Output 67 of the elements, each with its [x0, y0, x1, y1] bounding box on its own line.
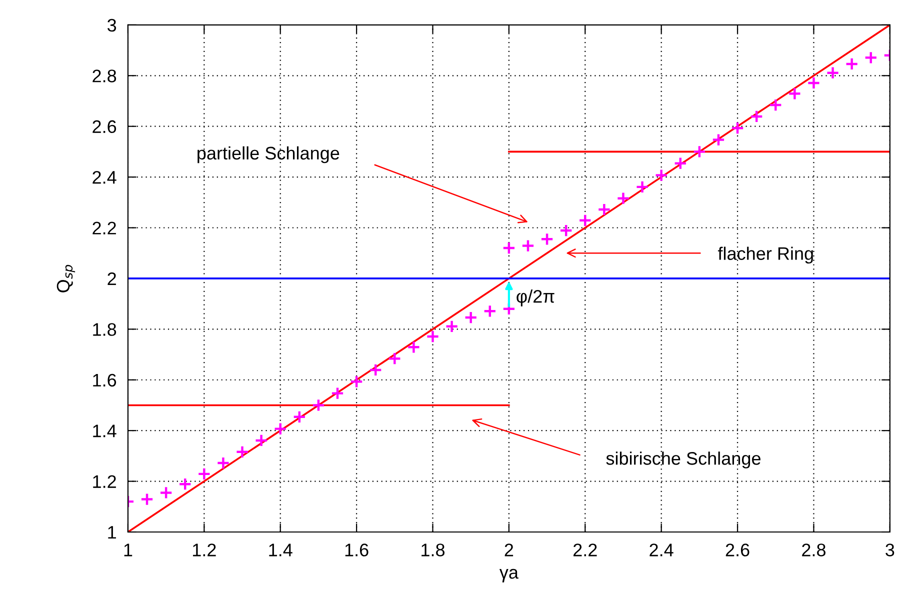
point — [407, 340, 420, 354]
y-tick-label: 3 — [108, 18, 116, 32]
point — [464, 310, 478, 324]
x-tick-label: 3 — [886, 544, 894, 556]
point — [559, 224, 573, 238]
point — [159, 486, 173, 500]
point — [388, 352, 402, 366]
point — [254, 434, 268, 448]
point — [578, 214, 592, 228]
point — [216, 456, 230, 470]
y-tick-label: 1.8 — [93, 323, 116, 336]
y-tick-label: 2.2 — [92, 222, 116, 234]
y-tick-label: 2.8 — [92, 70, 116, 82]
y-tick-label: 1.2 — [93, 475, 116, 488]
x-tick-label: 2.8 — [802, 544, 826, 556]
y-tick-label: 2.6 — [92, 120, 116, 134]
point — [274, 422, 288, 436]
x-tick-label: 2.4 — [650, 544, 674, 556]
x-tick-label: 2.2 — [573, 544, 597, 556]
y-tick-label: 1.6 — [93, 374, 116, 387]
x-tick-label: 1.2 — [192, 544, 216, 556]
annotation: partielle Schlange — [198, 146, 340, 164]
point — [616, 192, 630, 206]
x-tick-label: 1.8 — [422, 544, 445, 556]
point — [330, 386, 344, 400]
point — [654, 168, 668, 182]
point — [521, 239, 535, 252]
point — [807, 76, 820, 90]
point — [197, 467, 211, 481]
y-axis-title: Q$_{sp}$ — [56, 264, 76, 292]
point — [483, 304, 497, 318]
point — [445, 320, 458, 334]
point — [426, 330, 440, 344]
point — [768, 98, 782, 112]
point — [692, 145, 706, 158]
point — [750, 110, 764, 124]
x-axis-title: γa — [499, 568, 518, 582]
point — [178, 477, 192, 491]
point — [826, 66, 840, 80]
point — [236, 445, 249, 459]
point — [730, 121, 744, 135]
point — [502, 241, 516, 255]
point — [140, 492, 154, 506]
point — [712, 133, 726, 146]
point — [540, 232, 554, 246]
x-tick-label: 1 — [124, 544, 132, 556]
point — [788, 86, 802, 100]
point — [598, 202, 611, 216]
point — [674, 156, 688, 170]
y-tick-label: 2 — [108, 272, 116, 286]
x-tick-label: 2 — [504, 544, 514, 556]
point — [636, 180, 649, 194]
annotation: φ/2π — [516, 289, 554, 306]
point — [845, 57, 858, 71]
x-tick-label: 2.6 — [726, 544, 750, 556]
y-tick-label: 1 — [108, 526, 116, 539]
annotation: flacher Ring — [718, 246, 813, 264]
point — [292, 410, 306, 424]
point — [350, 374, 364, 388]
point — [864, 50, 878, 64]
point — [368, 363, 382, 377]
x-tick-label: 1.4 — [269, 544, 292, 556]
y-tick-label: 2.4 — [92, 170, 116, 184]
annotation: sibirische Schlange — [606, 452, 760, 468]
y-tick-label: 1.4 — [93, 424, 116, 438]
x-tick-label: 1.6 — [345, 544, 368, 556]
point — [312, 398, 326, 412]
